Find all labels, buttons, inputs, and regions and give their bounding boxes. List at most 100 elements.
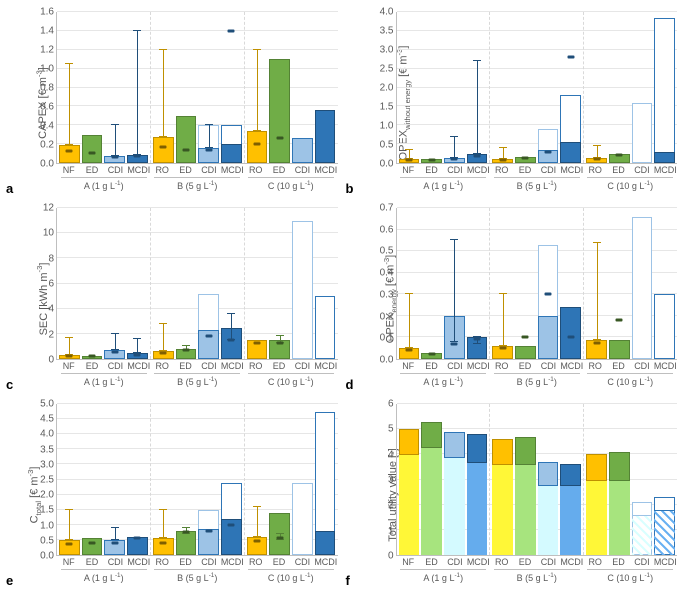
- panel-b: bOPEXwithout energy [€ m-3]0.00.51.01.52…: [348, 8, 678, 198]
- cluster-C: [583, 12, 677, 163]
- y-tick: 3.5: [40, 444, 54, 455]
- bar-CDI: [104, 12, 125, 163]
- bar-MCDI: [467, 12, 488, 163]
- marker: [228, 339, 235, 342]
- y-tick: 0: [48, 355, 54, 366]
- group-label: A (1 g L-1): [61, 569, 147, 583]
- bar-ED: [269, 208, 290, 359]
- marker: [66, 354, 73, 357]
- bar-MCDI: [560, 12, 581, 163]
- bar-CDI: [104, 404, 125, 555]
- bar-NF: [399, 404, 420, 555]
- tech-label: ED: [420, 163, 443, 175]
- bar-CDI: [292, 404, 313, 555]
- plot-area: NFEDCDIMCDIA (1 g L-1)ROEDCDIMCDIB (5 g …: [396, 12, 678, 164]
- tech-label: CDI: [443, 359, 466, 371]
- cluster-B: [150, 12, 244, 163]
- bar-MCDI: [654, 208, 675, 359]
- tech-label: RO: [151, 555, 174, 567]
- bar-ED: [82, 12, 103, 163]
- bar-ED: [421, 404, 442, 555]
- y-tick: 3: [388, 475, 394, 486]
- bar-RO: [586, 404, 607, 555]
- bar-NF: [59, 404, 80, 555]
- y-tick: 2.5: [40, 475, 54, 486]
- panel-c: cSEC [kWh m-3]024681012NFEDCDIMCDIA (1 g…: [8, 204, 338, 394]
- y-tick: 2: [48, 329, 54, 340]
- y-tick: 0.0: [380, 355, 394, 366]
- marker: [89, 355, 96, 358]
- cluster-C: [583, 208, 677, 359]
- tech-label: RO: [151, 163, 174, 175]
- bar-CDI: [632, 12, 653, 163]
- marker: [205, 335, 212, 338]
- cluster-B: [489, 208, 583, 359]
- y-axis: 0.00.51.01.52.02.53.03.54.04.55.0: [34, 404, 56, 556]
- marker: [451, 157, 458, 160]
- marker: [134, 537, 141, 540]
- y-tick: 8: [48, 253, 54, 264]
- tech-label: CDI: [104, 163, 127, 175]
- y-tick: 3.0: [380, 45, 394, 56]
- tech-label: MCDI: [221, 359, 244, 371]
- bar-MCDI: [221, 12, 242, 163]
- tech-label: CDI: [197, 555, 220, 567]
- bar-MCDI: [221, 208, 242, 359]
- marker: [111, 351, 118, 354]
- tech-label: RO: [490, 555, 513, 567]
- marker: [428, 158, 435, 161]
- bar-MCDI: [560, 208, 581, 359]
- tech-label: ED: [513, 555, 536, 567]
- tech-label: CDI: [197, 163, 220, 175]
- tech-label: MCDI: [127, 555, 150, 567]
- y-tick: 0.1: [380, 333, 394, 344]
- y-tick: 1: [388, 525, 394, 536]
- y-tick: 4: [388, 449, 394, 460]
- tech-label: ED: [80, 555, 103, 567]
- marker: [451, 342, 458, 345]
- marker: [254, 540, 261, 543]
- tech-label: CDI: [291, 555, 314, 567]
- tech-label: MCDI: [654, 163, 677, 175]
- marker: [616, 153, 623, 156]
- bar-ED: [515, 12, 536, 163]
- y-tick: 1.5: [40, 505, 54, 516]
- marker: [254, 143, 261, 146]
- tech-label: ED: [420, 555, 443, 567]
- bar-ED: [176, 12, 197, 163]
- bar-RO: [247, 208, 268, 359]
- tech-label: MCDI: [314, 359, 337, 371]
- marker: [228, 29, 235, 32]
- bar-MCDI: [654, 404, 675, 555]
- bar-ED: [609, 404, 630, 555]
- y-tick: 0.4: [40, 121, 54, 132]
- bar-CDI: [444, 404, 465, 555]
- tech-label: NF: [397, 359, 420, 371]
- marker: [160, 351, 167, 354]
- cluster-B: [489, 12, 583, 163]
- marker: [499, 347, 506, 350]
- bar-MCDI: [221, 404, 242, 555]
- marker: [593, 341, 600, 344]
- bar-RO: [492, 208, 513, 359]
- panel-e: eCtotal [€ m-3]0.00.51.01.52.02.53.03.54…: [8, 400, 338, 590]
- tech-label: ED: [80, 163, 103, 175]
- bar-NF: [59, 12, 80, 163]
- y-tick: 0.6: [380, 224, 394, 235]
- bar-CDI: [444, 208, 465, 359]
- group-label: C (10 g L-1): [248, 569, 334, 583]
- marker: [567, 336, 574, 339]
- tech-label: MCDI: [127, 163, 150, 175]
- marker: [522, 336, 529, 339]
- bar-MCDI: [127, 208, 148, 359]
- tech-label: CDI: [537, 359, 560, 371]
- tech-label: NF: [57, 359, 80, 371]
- marker: [66, 149, 73, 152]
- group-label: B (5 g L-1): [154, 373, 240, 387]
- group-label: A (1 g L-1): [400, 177, 486, 191]
- marker: [473, 155, 480, 158]
- bar-CDI: [538, 208, 559, 359]
- panel-a: aCAPEX [€ m-3]0.00.20.40.60.81.01.21.41.…: [8, 8, 338, 198]
- marker: [545, 293, 552, 296]
- bar-ED: [176, 208, 197, 359]
